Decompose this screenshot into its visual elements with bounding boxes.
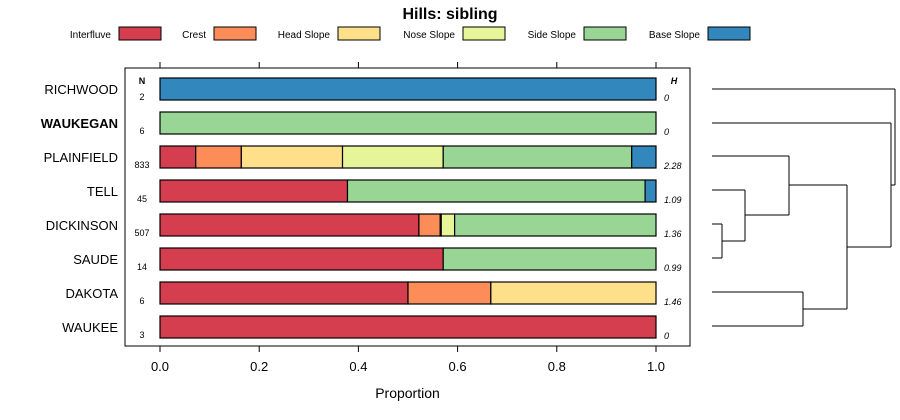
- bar-segment-richwood-base-slope: [159, 77, 657, 101]
- bar-segment-plainfield-side-slope: [442, 145, 633, 169]
- row-label-saude: SAUDE: [73, 252, 118, 267]
- n-value-plainfield: 833: [134, 160, 149, 170]
- legend-label-head-slope: Head Slope: [278, 30, 331, 41]
- x-tick-label: 0.8: [548, 359, 566, 374]
- bar-segment-plainfield-crest: [195, 145, 242, 169]
- n-value-tell: 45: [137, 194, 147, 204]
- rows-group: RICHWOOD 2 0 WAUKEGAN 6 0 PLAINFIELD 833 2.28 TEL…: [41, 77, 682, 341]
- n-value-richwood: 2: [139, 92, 144, 102]
- legend-swatch-head-slope: [337, 26, 381, 41]
- bar-segment-plainfield-nose-slope: [341, 145, 444, 169]
- legend-swatch-base-slope: [707, 26, 751, 41]
- plot-frame: [124, 67, 691, 347]
- h-value-richwood: 0: [664, 93, 669, 103]
- bar-segment-saude-side-slope: [442, 247, 657, 271]
- n-value-dakota: 6: [139, 296, 144, 306]
- bar-segment-plainfield-interfluve: [159, 145, 197, 169]
- n-header: N: [139, 76, 146, 86]
- bar-segment-plainfield-head-slope: [240, 145, 344, 169]
- row-label-dakota: DAKOTA: [66, 286, 119, 301]
- row-label-waukegan: WAUKEGAN: [41, 116, 118, 131]
- legend-swatch-interfluve: [118, 26, 162, 41]
- h-value-waukee: 0: [664, 331, 669, 341]
- h-value-dakota: 1.46: [664, 297, 682, 307]
- legend-label-interfluve: Interfluve: [70, 30, 112, 41]
- legend-swatch-nose-slope: [462, 26, 506, 41]
- bar-segment-dakota-crest: [407, 281, 492, 305]
- bar-segment-saude-interfluve: [159, 247, 444, 271]
- row-label-dickinson: DICKINSON: [46, 218, 118, 233]
- bar-segment-tell-base-slope: [644, 179, 657, 203]
- bar-segment-plainfield-base-slope: [631, 145, 657, 169]
- bar-segment-waukee-interfluve: [159, 315, 657, 339]
- row-label-plainfield: PLAINFIELD: [44, 150, 118, 165]
- n-value-waukegan: 6: [139, 126, 144, 136]
- row-label-richwood: RICHWOOD: [44, 82, 118, 97]
- bar-segment-dickinson-crest: [418, 213, 441, 237]
- bar-segment-waukegan-side-slope: [159, 111, 657, 135]
- x-axis-label: Proportion: [375, 385, 440, 401]
- bar-segment-tell-interfluve: [159, 179, 349, 203]
- x-tick-label: 1.0: [647, 359, 665, 374]
- legend-swatch-crest: [213, 26, 257, 41]
- n-value-dickinson: 507: [134, 228, 149, 238]
- n-value-waukee: 3: [139, 330, 144, 340]
- legend-label-side-slope: Side Slope: [528, 30, 577, 41]
- h-value-dickinson: 1.36: [664, 229, 682, 239]
- bar-segment-dakota-interfluve: [159, 281, 409, 305]
- legend-label-base-slope: Base Slope: [649, 30, 701, 41]
- h-value-saude: 0.99: [664, 263, 682, 273]
- h-header: H: [671, 76, 678, 86]
- h-value-plainfield: 2.28: [663, 161, 682, 171]
- x-tick-label: 0.2: [250, 359, 268, 374]
- legend-label-crest: Crest: [182, 30, 206, 41]
- bar-segment-tell-side-slope: [346, 179, 646, 203]
- row-label-tell: TELL: [87, 184, 118, 199]
- n-value-saude: 14: [137, 262, 147, 272]
- chart-title: Hills: sibling: [402, 6, 497, 23]
- x-tick-label: 0.0: [151, 359, 169, 374]
- x-tick-label: 0.4: [349, 359, 367, 374]
- bar-segment-dickinson-nose-slope: [440, 213, 456, 237]
- x-axis: 0.0 0.2 0.4 0.6 0.8 1.0: [151, 62, 665, 374]
- legend-swatch-side-slope: [583, 26, 627, 41]
- bar-segment-dickinson-side-slope: [454, 213, 657, 237]
- legend-label-nose-slope: Nose Slope: [403, 30, 455, 41]
- row-label-waukee: WAUKEE: [62, 320, 118, 335]
- legend: Interfluve Crest Head Slope Nose Slope Side …: [70, 26, 751, 41]
- bar-segment-dakota-head-slope: [490, 281, 657, 305]
- dendrogram: [712, 88, 896, 327]
- bar-segment-dickinson-interfluve: [159, 213, 420, 237]
- h-value-tell: 1.09: [664, 195, 682, 205]
- h-value-waukegan: 0: [664, 127, 669, 137]
- x-tick-label: 0.6: [449, 359, 467, 374]
